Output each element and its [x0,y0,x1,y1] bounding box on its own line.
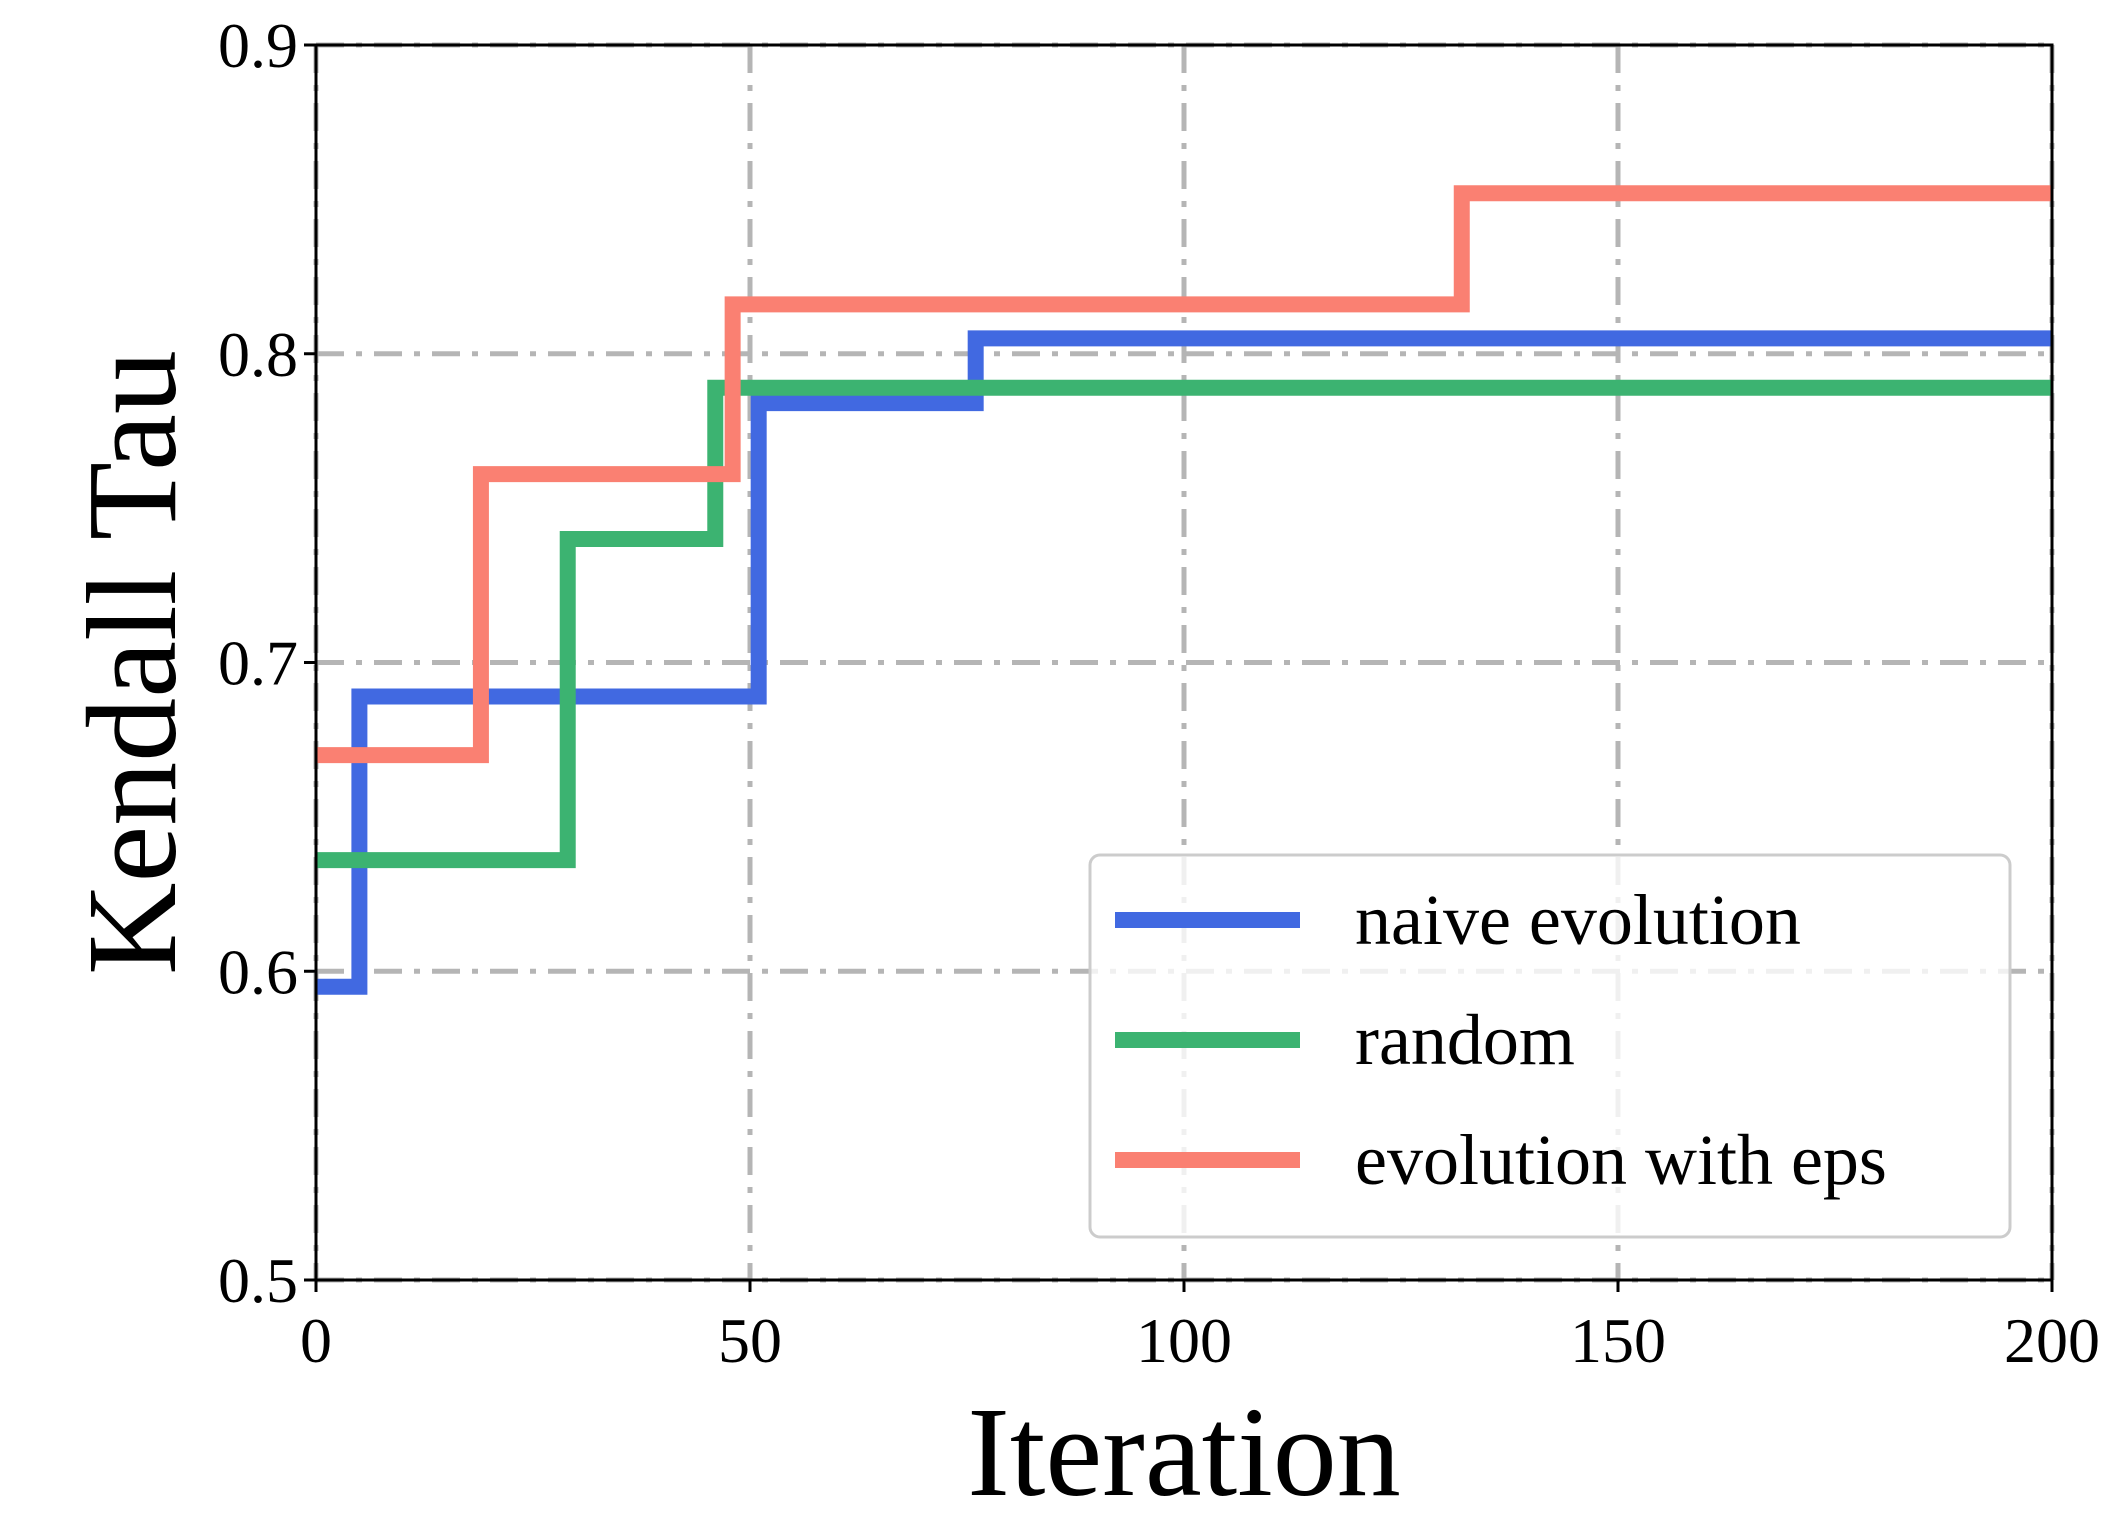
legend-entry-random: random [1115,1000,1575,1080]
axis-ticks: 0 50 100 150 200 0.5 0.6 0.7 0.8 0.9 [218,10,2100,1376]
x-tick-label: 200 [2004,1305,2100,1376]
series-lines [316,185,2052,995]
x-tick-label: 50 [718,1305,782,1376]
legend-entry-evolution-with-eps: evolution with eps [1115,1120,1887,1200]
series-line-random [316,379,2052,869]
y-axis-label: Kendall Tau [61,350,203,975]
legend-entry-naive-evolution: naive evolution [1115,880,1801,960]
series-line-evolution-with-eps [316,185,2052,764]
legend-label: random [1355,1000,1575,1080]
x-tick-label: 0 [300,1305,332,1376]
x-axis-label: Iteration [967,1381,1401,1518]
x-tick-label: 150 [1570,1305,1666,1376]
legend-entries: naive evolution random evolution with eps [1115,880,1887,1200]
legend: naive evolution random evolution with eps [1088,853,2012,1239]
legend-label: naive evolution [1355,880,1801,960]
x-tick-label: 100 [1136,1305,1232,1376]
y-tick-label: 0.6 [218,936,298,1007]
legend-box [1088,853,2012,1239]
y-tick-label: 0.9 [218,10,298,81]
series-line-naive-evolution [316,330,2052,995]
y-tick-label: 0.8 [218,319,298,390]
legend-label: evolution with eps [1355,1120,1887,1200]
y-tick-label: 0.5 [218,1245,298,1316]
y-tick-label: 0.7 [218,628,298,699]
